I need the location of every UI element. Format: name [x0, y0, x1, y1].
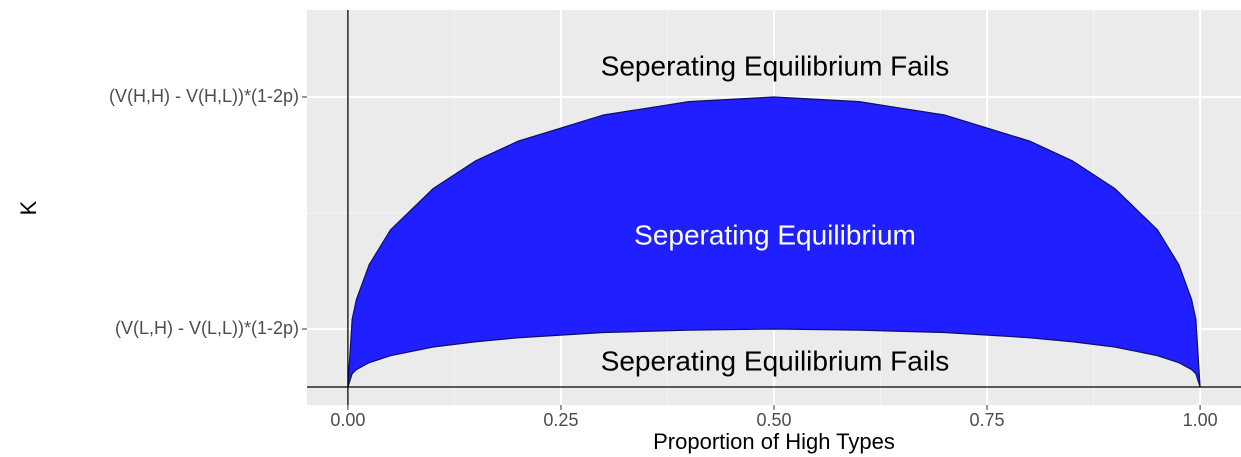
x-tick-label: 1.00	[1183, 410, 1218, 430]
ribbon-edge	[347, 96, 1201, 388]
ribbon-fill	[347, 97, 1201, 388]
y-tick-label: (V(H,H) - V(H,L))*(1-2p)	[109, 86, 299, 106]
x-tick-label: 0.50	[756, 410, 791, 430]
y-axis-title: K	[16, 200, 41, 215]
annotation: Seperating Equilibrium Fails	[601, 50, 950, 81]
ribbon-edge	[347, 328, 1201, 388]
y-tick-label: (V(L,H) - V(L,L))*(1-2p)	[115, 318, 299, 338]
x-axis-title: Proportion of High Types	[653, 429, 895, 454]
annotation: Seperating Equilibrium Fails	[601, 345, 950, 376]
x-tick-label: 0.25	[543, 410, 578, 430]
annotation: Seperating Equilibrium	[634, 219, 916, 250]
x-tick-label: 0.00	[330, 410, 365, 430]
x-tick-label: 0.75	[970, 410, 1005, 430]
